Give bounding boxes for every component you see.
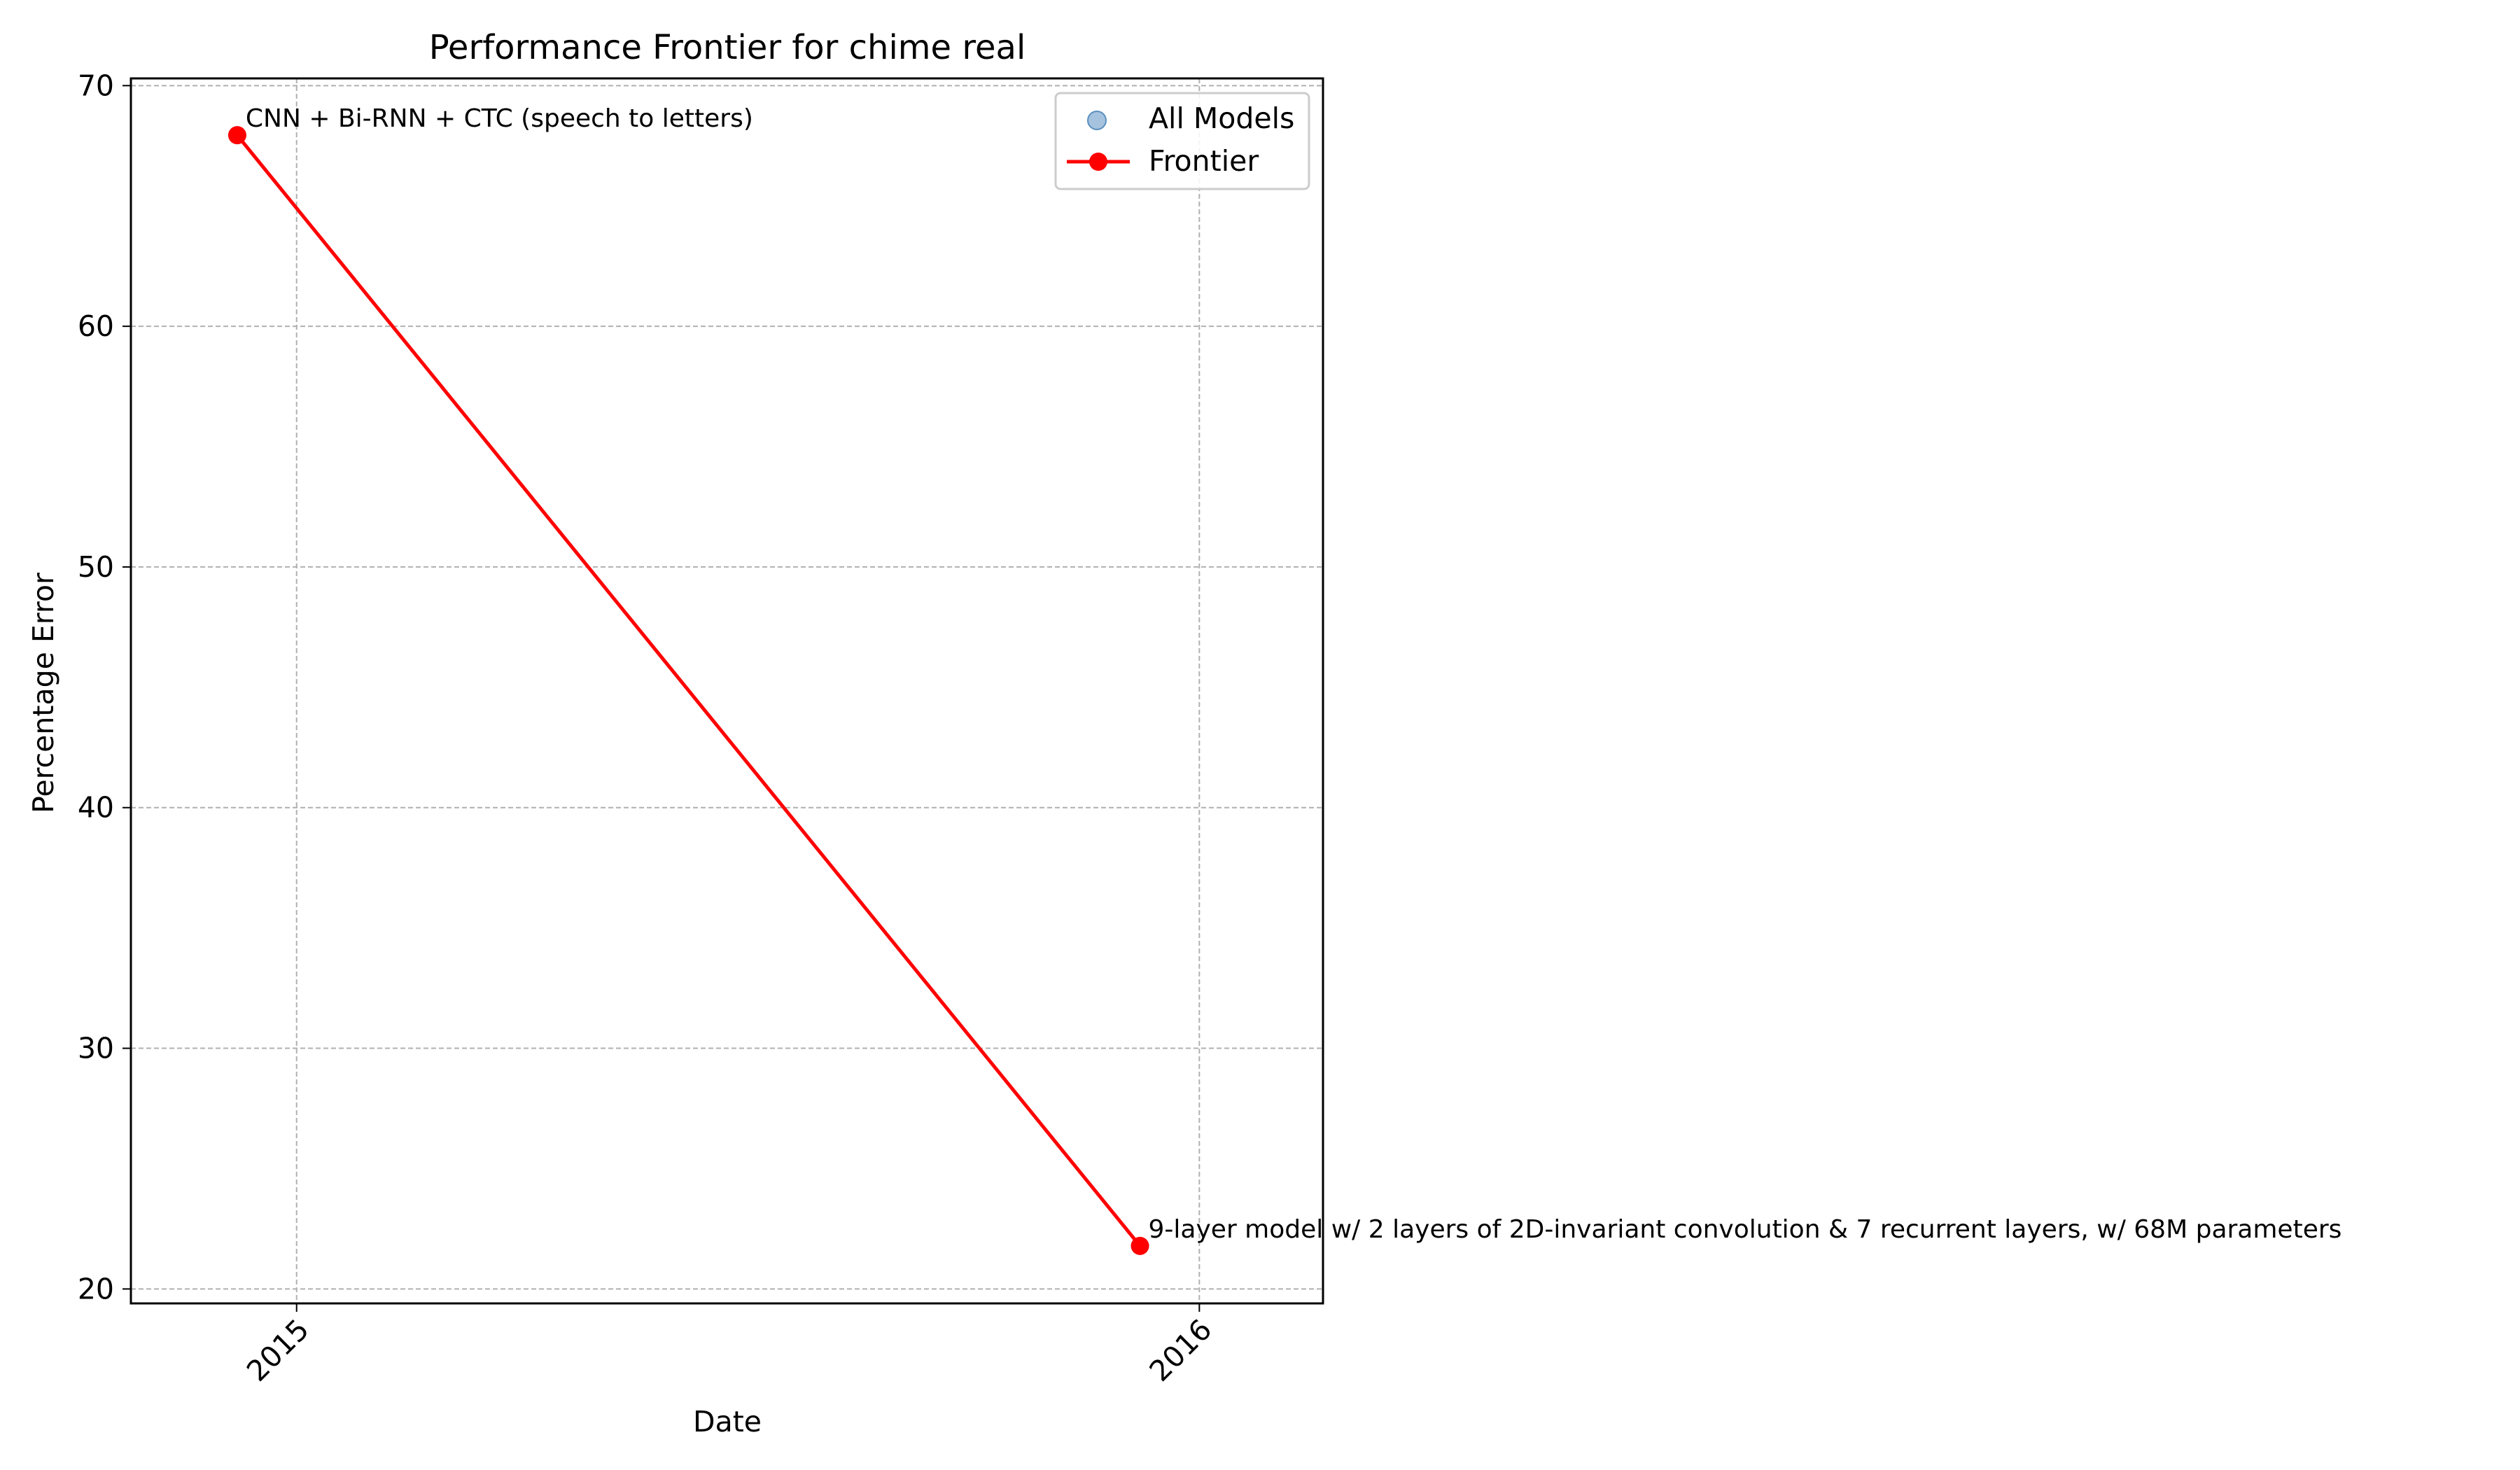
frontier-point bbox=[227, 126, 246, 145]
y-tick-label: 40 bbox=[78, 791, 114, 825]
legend-label-all-models: All Models bbox=[1149, 102, 1294, 135]
y-tick-label: 30 bbox=[78, 1032, 114, 1065]
plot-frame bbox=[130, 77, 1324, 1305]
legend-marker-frontier bbox=[1089, 153, 1107, 171]
frontier-line bbox=[235, 134, 1142, 1247]
frontier-point bbox=[1130, 1236, 1149, 1255]
annotation-label: 9-layer model w/ 2 layers of 2D-invarian… bbox=[1149, 1215, 2342, 1244]
chart-title: Performance Frontier for chime real bbox=[429, 28, 1026, 67]
y-axis-label: Percentage Error bbox=[27, 573, 60, 813]
legend-marker-all-models bbox=[1087, 111, 1107, 130]
annotation-label: CNN + Bi-RNN + CTC (speech to letters) bbox=[246, 104, 753, 133]
x-axis-label: Date bbox=[693, 1405, 762, 1438]
annotations: CNN + Bi-RNN + CTC (speech to letters) 9-… bbox=[246, 104, 2342, 1244]
grid bbox=[131, 78, 1323, 1303]
legend: All Models Frontier bbox=[1054, 92, 1310, 190]
legend-box bbox=[1054, 92, 1310, 190]
y-tick-label: 70 bbox=[78, 69, 114, 102]
legend-label-frontier: Frontier bbox=[1149, 144, 1259, 178]
y-tick-label: 60 bbox=[78, 309, 114, 343]
plot-series bbox=[227, 126, 1149, 1255]
y-tick-label: 20 bbox=[78, 1272, 114, 1306]
y-tick-label: 50 bbox=[78, 550, 114, 584]
